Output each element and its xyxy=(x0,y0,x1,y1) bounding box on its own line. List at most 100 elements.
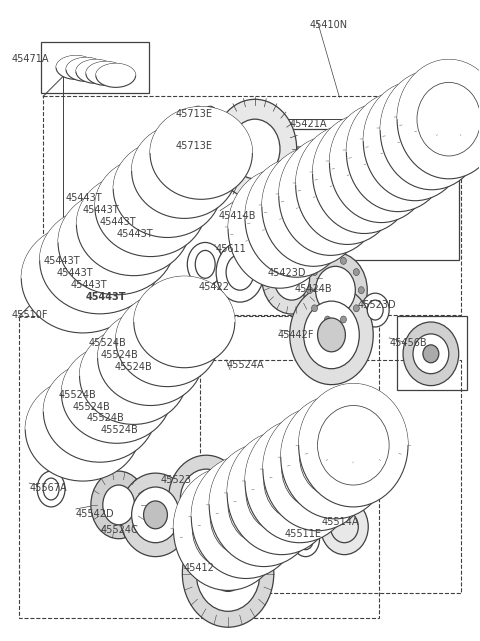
Ellipse shape xyxy=(43,478,59,500)
Ellipse shape xyxy=(281,395,390,519)
Text: 45414B: 45414B xyxy=(218,211,256,221)
Ellipse shape xyxy=(321,499,368,554)
Text: 45471A: 45471A xyxy=(12,54,49,63)
Ellipse shape xyxy=(299,383,408,507)
Ellipse shape xyxy=(80,327,188,424)
Text: 45422: 45422 xyxy=(198,282,229,292)
Ellipse shape xyxy=(230,119,280,179)
Ellipse shape xyxy=(227,431,336,554)
Text: 45443T: 45443T xyxy=(100,217,136,227)
Ellipse shape xyxy=(40,207,160,314)
Text: 45611: 45611 xyxy=(215,244,246,254)
Ellipse shape xyxy=(324,258,330,264)
Ellipse shape xyxy=(245,419,354,543)
Ellipse shape xyxy=(144,501,168,529)
Text: 45523D: 45523D xyxy=(357,300,396,310)
Ellipse shape xyxy=(263,408,372,531)
Text: 45443T: 45443T xyxy=(43,256,80,267)
Text: 45511E: 45511E xyxy=(285,529,322,539)
Ellipse shape xyxy=(195,251,215,278)
Ellipse shape xyxy=(245,158,348,278)
Ellipse shape xyxy=(312,269,317,276)
Text: 45442F: 45442F xyxy=(278,330,314,340)
Ellipse shape xyxy=(58,190,175,295)
Text: 45524B: 45524B xyxy=(101,426,139,435)
Text: 45524B: 45524B xyxy=(59,390,97,399)
Ellipse shape xyxy=(132,123,237,219)
Text: 45443T: 45443T xyxy=(71,280,108,290)
Ellipse shape xyxy=(213,99,297,199)
Text: 45567A: 45567A xyxy=(29,483,67,493)
Ellipse shape xyxy=(37,471,65,507)
Ellipse shape xyxy=(96,63,136,87)
Ellipse shape xyxy=(91,471,146,538)
Text: 45514A: 45514A xyxy=(322,517,359,527)
Text: 45443T: 45443T xyxy=(86,292,126,302)
Ellipse shape xyxy=(182,520,274,627)
Ellipse shape xyxy=(361,293,389,327)
Ellipse shape xyxy=(329,103,433,222)
Ellipse shape xyxy=(358,287,364,294)
Ellipse shape xyxy=(43,361,156,462)
Ellipse shape xyxy=(206,110,214,120)
Ellipse shape xyxy=(203,106,217,124)
Ellipse shape xyxy=(304,301,360,369)
Bar xyxy=(41,42,148,94)
Ellipse shape xyxy=(194,485,218,513)
Ellipse shape xyxy=(292,521,320,556)
Text: 45524A: 45524A xyxy=(226,360,264,370)
Ellipse shape xyxy=(196,536,260,612)
Text: 45524C: 45524C xyxy=(101,525,139,535)
Ellipse shape xyxy=(290,285,373,385)
Ellipse shape xyxy=(76,174,191,276)
Bar xyxy=(43,96,461,315)
Bar xyxy=(250,129,459,260)
Ellipse shape xyxy=(353,269,360,276)
Text: 45421A: 45421A xyxy=(290,119,327,129)
Ellipse shape xyxy=(315,266,355,314)
Ellipse shape xyxy=(307,287,312,294)
Ellipse shape xyxy=(347,92,450,212)
Ellipse shape xyxy=(150,106,252,199)
Text: 45424B: 45424B xyxy=(295,284,332,294)
Ellipse shape xyxy=(312,305,317,312)
Text: 45423D: 45423D xyxy=(268,269,306,278)
Ellipse shape xyxy=(95,157,206,256)
Ellipse shape xyxy=(212,556,244,592)
Ellipse shape xyxy=(61,344,172,444)
Ellipse shape xyxy=(180,469,232,529)
Ellipse shape xyxy=(226,254,254,290)
Ellipse shape xyxy=(318,318,346,352)
Text: 45524B: 45524B xyxy=(73,401,111,412)
Ellipse shape xyxy=(21,224,144,333)
Ellipse shape xyxy=(324,316,330,323)
Ellipse shape xyxy=(86,62,126,85)
Ellipse shape xyxy=(192,106,205,124)
Text: 45456B: 45456B xyxy=(389,338,427,348)
Ellipse shape xyxy=(194,110,202,120)
Ellipse shape xyxy=(187,242,223,286)
Text: 45410N: 45410N xyxy=(310,20,348,29)
Ellipse shape xyxy=(97,310,204,406)
Ellipse shape xyxy=(413,334,449,374)
Ellipse shape xyxy=(274,256,310,300)
Ellipse shape xyxy=(262,242,322,314)
Ellipse shape xyxy=(113,140,222,237)
Ellipse shape xyxy=(312,114,416,233)
Ellipse shape xyxy=(367,300,383,320)
Ellipse shape xyxy=(340,258,347,264)
Ellipse shape xyxy=(116,293,219,387)
Text: 45524B: 45524B xyxy=(101,350,139,360)
Ellipse shape xyxy=(397,60,480,179)
Ellipse shape xyxy=(66,58,106,81)
Bar xyxy=(397,316,467,390)
Ellipse shape xyxy=(296,125,399,244)
Text: 45523: 45523 xyxy=(160,475,192,485)
Text: 45443T: 45443T xyxy=(56,269,93,278)
Text: 45443T: 45443T xyxy=(117,229,153,238)
Bar xyxy=(200,360,461,594)
Text: 45510F: 45510F xyxy=(12,310,48,320)
Ellipse shape xyxy=(380,71,480,190)
Text: 45524B: 45524B xyxy=(87,413,125,424)
Ellipse shape xyxy=(363,81,467,201)
